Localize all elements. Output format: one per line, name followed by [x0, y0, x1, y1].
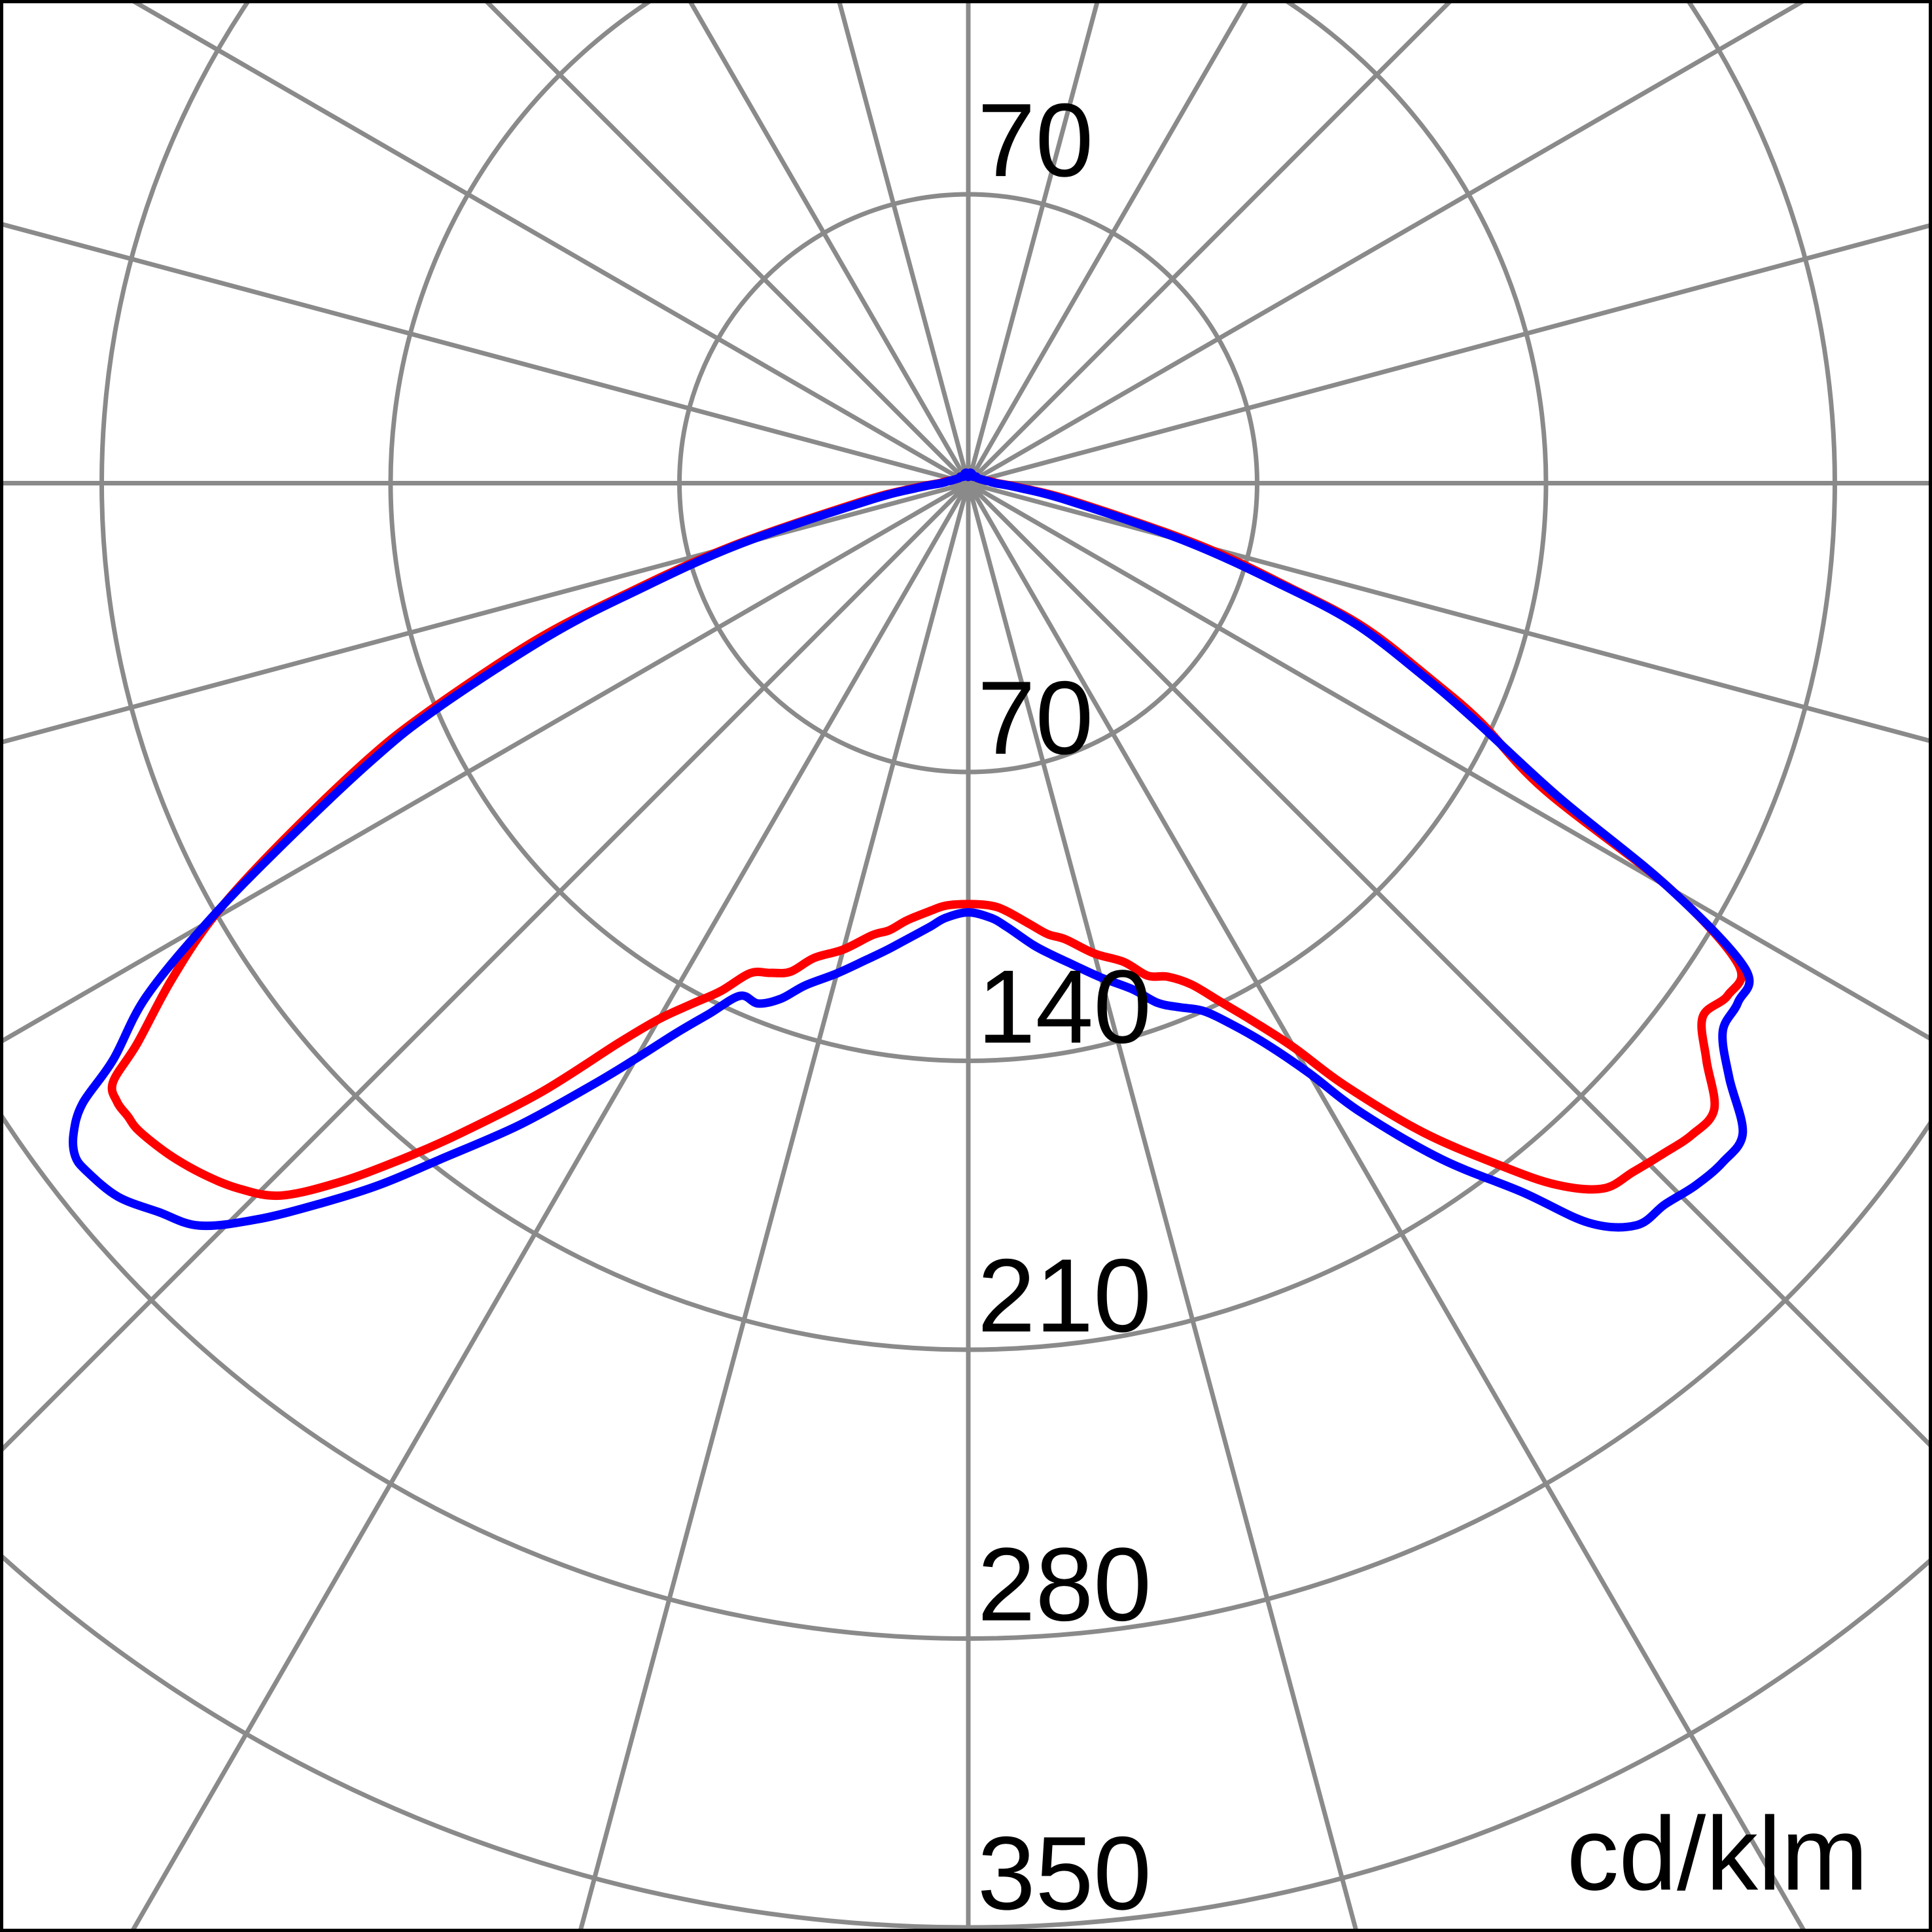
- unit-label: cd/klm: [1567, 1795, 1869, 1912]
- ring-label: 70: [977, 659, 1093, 776]
- grid-ray: [3, 482, 970, 1452]
- grid-ray: [968, 481, 1929, 743]
- grid-ray: [966, 3, 1100, 484]
- grid-ring: [388, 3, 1549, 1063]
- ring-label: 210: [977, 1237, 1151, 1354]
- grid-ray: [131, 482, 971, 1929]
- grid-ray: [837, 3, 971, 484]
- grid-ray: [578, 482, 971, 1929]
- ring-label: 70: [977, 82, 1093, 198]
- grid-ring: [3, 1114, 1929, 1641]
- grid-ray: [132, 3, 970, 485]
- grid-ring: [3, 1554, 1929, 1929]
- grid-ray: [966, 482, 1929, 1447]
- ring-labels: 70 70 140 210 280 350: [977, 82, 1151, 1929]
- grid-ray: [688, 3, 971, 485]
- photometric-polar-chart: 70 70 140 210 280 350 cd/klm: [3, 3, 1929, 1929]
- grid-ring: [677, 192, 1259, 775]
- ring-label: 140: [977, 949, 1151, 1065]
- grid-ray: [967, 3, 1804, 485]
- grid-ray: [968, 223, 1929, 485]
- grid-ring: [99, 3, 1837, 1352]
- grid-ray: [966, 482, 1358, 1929]
- ring-label: 350: [977, 1815, 1151, 1929]
- grid-ray: [3, 481, 969, 745]
- grid-ray: [3, 222, 969, 485]
- grid-ray: [3, 481, 970, 1044]
- intensity-curves: [69, 468, 1754, 1232]
- grid-ray: [966, 3, 1248, 485]
- polar-grid: [3, 3, 1929, 1929]
- grid-ray: [485, 3, 970, 485]
- curve-c90-c270: [69, 468, 1754, 1232]
- grid-ray: [966, 482, 1806, 1929]
- ring-label: 280: [977, 1526, 1151, 1643]
- grid-ray: [966, 3, 1452, 485]
- grid-ray: [967, 481, 1929, 1041]
